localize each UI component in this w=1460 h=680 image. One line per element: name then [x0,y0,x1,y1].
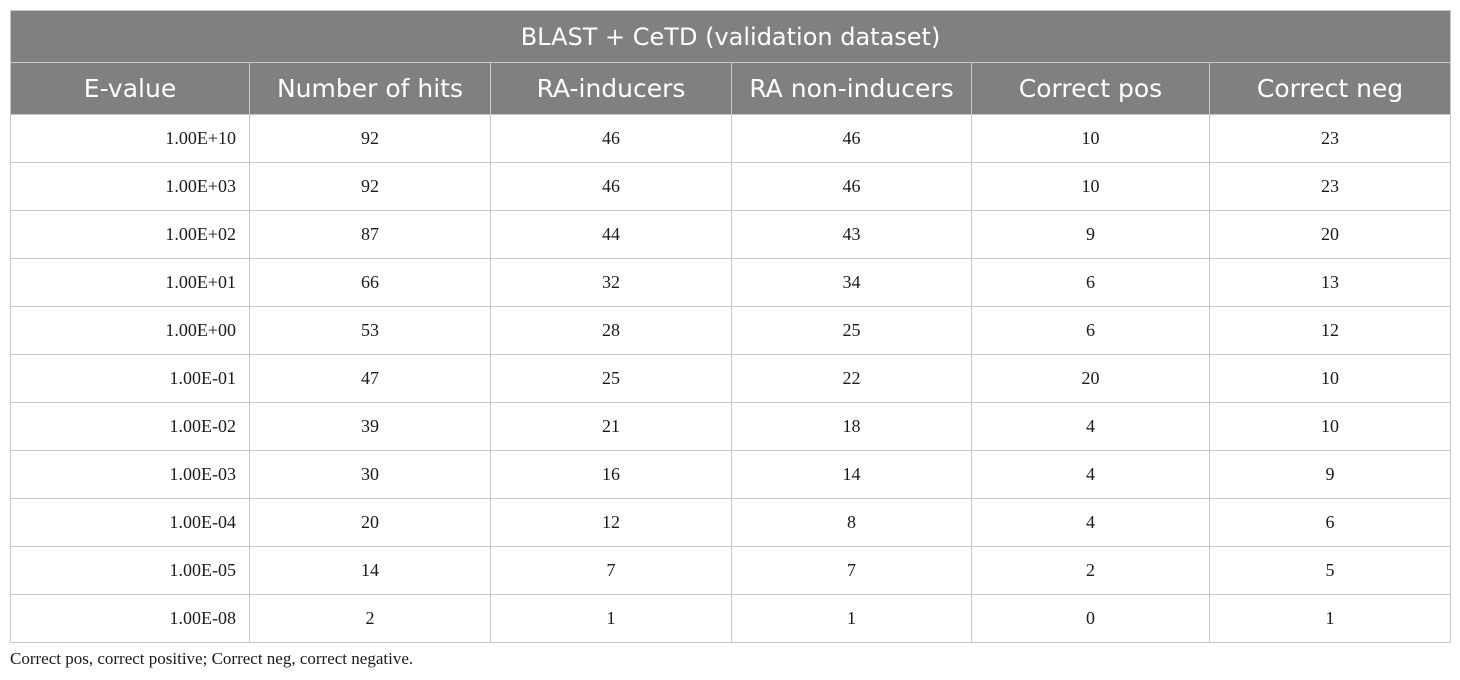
cell-ra-inducers: 16 [490,450,732,499]
cell-number-of-hits: 47 [249,354,491,403]
cell-number-of-hits: 53 [249,306,491,355]
cell-correct-neg: 23 [1208,162,1452,211]
cell-correct-neg: 23 [1208,114,1452,163]
cell-number-of-hits: 92 [249,162,491,211]
cell-correct-neg: 13 [1208,258,1452,307]
cell-correct-neg: 5 [1208,546,1452,595]
table-title-row: BLAST + CeTD (validation dataset) [9,10,1452,63]
column-header-correct-neg: Correct neg [1208,62,1452,115]
cell-correct-pos: 6 [971,258,1210,307]
cell-e-value: 1.00E+01 [10,258,250,307]
table-row: 1.00E+10 92 46 46 10 23 [10,114,1452,163]
cell-correct-pos: 20 [971,354,1210,403]
cell-number-of-hits: 14 [249,546,491,595]
cell-number-of-hits: 2 [249,594,491,643]
cell-correct-pos: 10 [971,114,1210,163]
cell-ra-non-inducers: 46 [731,114,972,163]
cell-ra-inducers: 46 [490,162,732,211]
cell-ra-inducers: 32 [490,258,732,307]
cell-correct-neg: 1 [1208,594,1452,643]
cell-e-value: 1.00E+02 [10,210,250,259]
cell-e-value: 1.00E-05 [10,546,250,595]
cell-correct-neg: 9 [1208,450,1452,499]
table-row: 1.00E-01 47 25 22 20 10 [10,354,1452,403]
cell-ra-inducers: 1 [490,594,732,643]
column-header-correct-pos: Correct pos [971,62,1210,115]
cell-number-of-hits: 20 [249,498,491,547]
cell-e-value: 1.00E-03 [10,450,250,499]
cell-e-value: 1.00E+03 [10,162,250,211]
cell-ra-non-inducers: 1 [731,594,972,643]
cell-ra-inducers: 44 [490,210,732,259]
cell-e-value: 1.00E-08 [10,594,250,643]
column-header-ra-non-inducers: RA non-inducers [731,62,972,115]
table-header-row: E-value Number of hits RA-inducers RA no… [10,62,1452,115]
cell-correct-pos: 2 [971,546,1210,595]
table-row: 1.00E-05 14 7 7 2 5 [10,546,1452,595]
cell-correct-pos: 9 [971,210,1210,259]
cell-number-of-hits: 87 [249,210,491,259]
cell-correct-neg: 10 [1208,402,1452,451]
column-header-number-of-hits: Number of hits [249,62,491,115]
cell-ra-inducers: 28 [490,306,732,355]
column-header-ra-inducers: RA-inducers [490,62,732,115]
table-row: 1.00E+00 53 28 25 6 12 [10,306,1452,355]
cell-ra-inducers: 21 [490,402,732,451]
results-table-container: BLAST + CeTD (validation dataset) E-valu… [9,10,1452,643]
results-table: BLAST + CeTD (validation dataset) E-valu… [9,10,1452,643]
cell-ra-non-inducers: 43 [731,210,972,259]
column-header-e-value: E-value [10,62,250,115]
table-row: 1.00E-03 30 16 14 4 9 [10,450,1452,499]
cell-ra-non-inducers: 14 [731,450,972,499]
table-row: 1.00E+02 87 44 43 9 20 [10,210,1452,259]
cell-ra-non-inducers: 7 [731,546,972,595]
table-row: 1.00E+03 92 46 46 10 23 [10,162,1452,211]
cell-number-of-hits: 30 [249,450,491,499]
table-title: BLAST + CeTD (validation dataset) [9,10,1452,63]
cell-ra-inducers: 12 [490,498,732,547]
cell-number-of-hits: 39 [249,402,491,451]
table-row: 1.00E-02 39 21 18 4 10 [10,402,1452,451]
cell-correct-neg: 12 [1208,306,1452,355]
table-row: 1.00E+01 66 32 34 6 13 [10,258,1452,307]
cell-ra-non-inducers: 34 [731,258,972,307]
cell-ra-non-inducers: 18 [731,402,972,451]
cell-ra-non-inducers: 46 [731,162,972,211]
cell-correct-pos: 10 [971,162,1210,211]
table-row: 1.00E-08 2 1 1 0 1 [10,594,1452,643]
cell-e-value: 1.00E-01 [10,354,250,403]
cell-number-of-hits: 92 [249,114,491,163]
cell-correct-neg: 20 [1208,210,1452,259]
cell-ra-inducers: 25 [490,354,732,403]
table-footnote: Correct pos, correct positive; Correct n… [10,649,414,668]
cell-e-value: 1.00E+10 [10,114,250,163]
cell-correct-pos: 4 [971,450,1210,499]
cell-correct-neg: 6 [1208,498,1452,547]
cell-ra-non-inducers: 22 [731,354,972,403]
table-row: 1.00E-04 20 12 8 4 6 [10,498,1452,547]
cell-ra-inducers: 7 [490,546,732,595]
cell-number-of-hits: 66 [249,258,491,307]
cell-correct-neg: 10 [1208,354,1452,403]
cell-correct-pos: 4 [971,498,1210,547]
cell-e-value: 1.00E-02 [10,402,250,451]
cell-correct-pos: 6 [971,306,1210,355]
cell-e-value: 1.00E+00 [10,306,250,355]
cell-correct-pos: 0 [971,594,1210,643]
cell-e-value: 1.00E-04 [10,498,250,547]
cell-ra-non-inducers: 25 [731,306,972,355]
table-body: 1.00E+10 92 46 46 10 23 1.00E+03 92 46 46 10 23 1.00… [10,114,1452,643]
cell-ra-non-inducers: 8 [731,498,972,547]
cell-ra-inducers: 46 [490,114,732,163]
cell-correct-pos: 4 [971,402,1210,451]
